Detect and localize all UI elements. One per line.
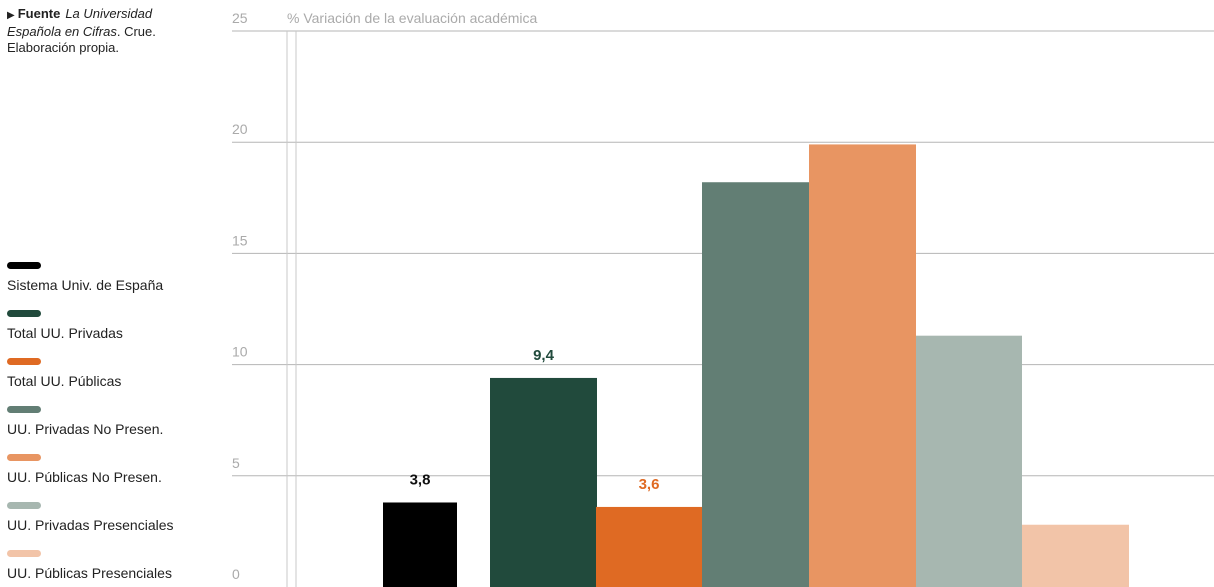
legend-item: UU. Públicas Presenciales (7, 550, 217, 587)
bar (702, 182, 809, 587)
y-tick-label: 0 (232, 566, 240, 582)
source-label: Fuente (17, 6, 61, 21)
source-title: La Universidad Española en Cifras (7, 6, 153, 39)
source-rest: . Crue. Elaboración propia. (7, 24, 156, 55)
legend-swatch (7, 406, 41, 413)
legend-swatch (7, 262, 41, 269)
bar (490, 377, 597, 587)
legend-label: UU. Públicas No Presen. (7, 469, 162, 485)
legend-swatch (7, 310, 41, 317)
legend-item: Sistema Univ. de España (7, 262, 217, 310)
legend-label: UU. Privadas No Presen. (7, 421, 164, 437)
bar-value-label: 3,6 (639, 476, 660, 493)
legend-swatch (7, 454, 41, 461)
legend-label: Total UU. Privadas (7, 325, 123, 341)
chart-title: % Variación de la evaluación académica (287, 10, 538, 26)
y-tick-label: 20 (232, 121, 248, 137)
source-note: ▶ Fuente La Universidad Española en Cifras… (7, 6, 207, 56)
y-tick-label: 10 (232, 344, 248, 360)
legend: Sistema Univ. de España Total UU. Privad… (7, 262, 217, 587)
legend-item: UU. Privadas No Presen. (7, 406, 217, 454)
legend-swatch (7, 502, 41, 509)
bar (1022, 524, 1129, 587)
triangle-marker-icon: ▶ (7, 10, 15, 21)
bar (916, 335, 1022, 587)
bar (596, 506, 702, 587)
bar (383, 502, 457, 587)
legend-swatch (7, 358, 41, 365)
legend-item: Total UU. Públicas (7, 358, 217, 406)
y-tick-label: 5 (232, 455, 240, 471)
legend-swatch (7, 550, 41, 557)
legend-item: Total UU. Privadas (7, 310, 217, 358)
legend-label: UU. Públicas Presenciales (7, 565, 172, 581)
legend-label: UU. Privadas Presenciales (7, 517, 174, 533)
legend-item: UU. Privadas Presenciales (7, 502, 217, 550)
legend-label: Total UU. Públicas (7, 373, 122, 389)
y-tick-label: 15 (232, 232, 248, 248)
legend-item: UU. Públicas No Presen. (7, 454, 217, 502)
y-tick-label: 25 (232, 10, 248, 26)
bar-value-label: 9,4 (533, 347, 555, 364)
bar (809, 144, 916, 587)
legend-label: Sistema Univ. de España (7, 277, 164, 293)
bar-value-label: 3,8 (410, 471, 431, 488)
